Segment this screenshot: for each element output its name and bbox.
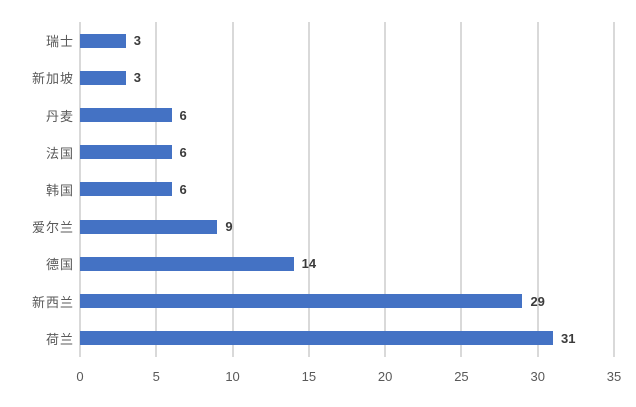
bar xyxy=(80,70,126,85)
gridline xyxy=(307,22,310,357)
bar-row: 31 xyxy=(80,320,614,357)
bar-row: 6 xyxy=(80,134,614,171)
bar-row: 3 xyxy=(80,59,614,96)
bar xyxy=(80,182,172,197)
value-label: 14 xyxy=(301,256,317,272)
bar xyxy=(80,256,294,271)
x-tick-label: 5 xyxy=(152,369,160,384)
x-tick-label: 10 xyxy=(225,369,240,384)
value-label: 9 xyxy=(225,219,233,235)
bar xyxy=(80,294,523,309)
bar-rows: 3 3 6 6 6 9 14 29 31 xyxy=(80,22,614,357)
bar xyxy=(80,219,218,234)
bar-row: 6 xyxy=(80,96,614,133)
x-tick-label: 30 xyxy=(530,369,545,384)
bar-row: 6 xyxy=(80,171,614,208)
category-label: 荷兰 xyxy=(45,331,74,347)
x-tick-label: 0 xyxy=(76,369,84,384)
value-label: 31 xyxy=(560,330,576,346)
gridline xyxy=(384,22,387,357)
x-tick-label: 15 xyxy=(301,369,317,384)
value-label: 6 xyxy=(179,107,187,123)
value-label: 3 xyxy=(133,33,141,49)
bar-row: 3 xyxy=(80,22,614,59)
category-label: 瑞士 xyxy=(45,34,74,50)
category-label: 新西兰 xyxy=(31,294,74,310)
category-label: 德国 xyxy=(45,257,74,273)
gridline xyxy=(231,22,234,357)
category-label: 韩国 xyxy=(45,182,74,198)
y-axis-labels: 瑞士新加坡丹麦法国韩国爱尔兰德国新西兰荷兰 xyxy=(0,22,74,357)
x-axis-labels: 0 5 10 15 20 25 30 35 xyxy=(76,369,621,387)
category-label: 法国 xyxy=(45,145,74,161)
category-label: 爱尔兰 xyxy=(31,220,74,236)
bar-row: 29 xyxy=(80,283,614,320)
bar xyxy=(80,108,172,123)
gridline xyxy=(460,22,463,357)
gridline xyxy=(613,22,615,357)
bar xyxy=(80,33,126,48)
x-tick-label: 35 xyxy=(606,369,622,384)
bar-row: 14 xyxy=(80,245,614,282)
value-label: 6 xyxy=(179,181,187,197)
category-label: 新加坡 xyxy=(31,71,74,87)
bar xyxy=(80,145,172,160)
bar-row: 9 xyxy=(80,208,614,245)
bar xyxy=(80,331,553,346)
value-label: 6 xyxy=(179,144,187,160)
value-label: 29 xyxy=(530,293,545,309)
gridline xyxy=(536,22,539,357)
x-tick-label: 20 xyxy=(377,369,393,384)
value-label: 3 xyxy=(133,70,141,86)
category-label: 丹麦 xyxy=(45,108,74,124)
x-tick-label: 25 xyxy=(454,369,469,384)
plot-area: 3 3 6 6 6 9 14 29 31 xyxy=(79,22,615,357)
